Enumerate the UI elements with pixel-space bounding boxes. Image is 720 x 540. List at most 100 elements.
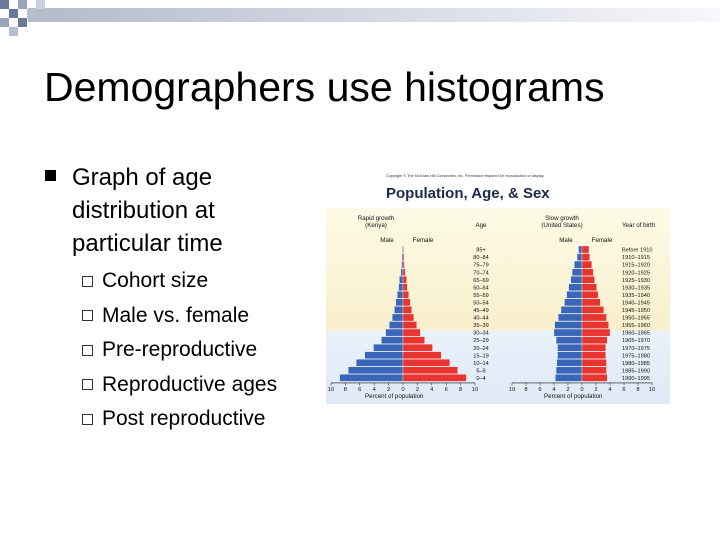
figure-title: Population, Age, & Sex <box>386 185 550 202</box>
population-pyramid-svg: Copyright © The McGraw-Hill Companies, I… <box>326 174 670 404</box>
x-tick-label: 2 <box>416 387 419 393</box>
checkbox-bullet-icon <box>82 379 93 391</box>
male-bar <box>364 351 404 359</box>
sub-bullet-label: Post reproductive <box>102 407 266 431</box>
male-bar <box>394 306 404 314</box>
row-label: 1920–1925 <box>622 270 650 276</box>
bullet-marker-icon <box>45 170 56 181</box>
female-bar <box>402 366 458 375</box>
x-tick-label: 2 <box>594 387 597 393</box>
x-tick-label: 10 <box>328 387 334 393</box>
male-bar <box>564 298 583 307</box>
row-label: 45–49 <box>473 308 489 314</box>
row-label: 20–24 <box>473 346 489 352</box>
male-bar <box>560 306 583 314</box>
row-label: 1935–1940 <box>622 293 650 299</box>
x-tick-label: 6 <box>445 387 448 393</box>
x-tick-label: 4 <box>430 387 434 393</box>
x-tick-label: 4 <box>552 387 556 393</box>
row-label: 10–14 <box>473 361 489 367</box>
x-axis-label: Percent of population <box>365 393 424 400</box>
x-tick-label: 10 <box>509 387 515 393</box>
female-bar <box>402 291 409 299</box>
male-bar <box>392 313 404 322</box>
row-label: 1925–1930 <box>622 278 650 284</box>
x-tick-label: 2 <box>566 387 569 393</box>
row-label: 1955–1960 <box>622 323 650 329</box>
slide-title: Demographers use histograms <box>44 64 605 110</box>
x-tick-label: 8 <box>459 387 462 393</box>
male-bar <box>399 276 404 284</box>
row-label: 60–64 <box>473 285 489 291</box>
male-bar <box>395 298 404 307</box>
pyramid-subtitle: (United States) <box>541 222 582 229</box>
female-bar <box>402 283 408 291</box>
female-bar <box>402 321 417 329</box>
row-label: 1975–1980 <box>622 353 650 359</box>
row-label: 1910–1915 <box>622 255 650 261</box>
sub-bullet-item: Reproductive ages <box>82 368 277 403</box>
row-label: 0–4 <box>476 376 485 382</box>
row-label: 85+ <box>476 248 486 254</box>
x-tick-label: 10 <box>649 387 655 393</box>
main-bullet-text: Graph of age distribution at particular … <box>72 164 223 257</box>
female-bar <box>402 336 425 344</box>
male-bar <box>555 366 583 375</box>
legend-female-label: Female <box>413 237 434 244</box>
sub-bullet-item: Pre-reproductive <box>82 333 277 368</box>
female-bar <box>581 366 607 375</box>
row-label: 40–44 <box>473 316 489 322</box>
sub-bullet-item: Post reproductive <box>82 402 277 437</box>
female-bar <box>581 321 609 329</box>
row-label: 1960–1965 <box>622 331 650 337</box>
row-label: 1965–1970 <box>622 338 650 344</box>
female-bar <box>581 351 606 359</box>
x-tick-label: 10 <box>472 387 478 393</box>
male-bar <box>554 321 583 329</box>
male-bar <box>574 260 583 269</box>
male-bar <box>557 351 583 359</box>
sub-bullet-item: Male vs. female <box>82 299 277 334</box>
female-bar <box>402 328 421 337</box>
female-bar <box>581 306 604 314</box>
row-label: 5–9 <box>476 368 485 374</box>
male-bar <box>555 374 583 382</box>
sub-bullet-label: Male vs. female <box>102 303 250 327</box>
male-bar <box>558 313 583 322</box>
male-bar <box>556 359 583 367</box>
male-bar <box>578 245 583 254</box>
female-bar <box>581 359 607 367</box>
row-label: 70–74 <box>473 270 489 276</box>
female-bar <box>581 276 595 284</box>
row-label: 65–69 <box>473 278 489 284</box>
pyramid-axis-heading: Age <box>475 222 487 229</box>
row-label: 75–79 <box>473 263 489 269</box>
decorative-checker-band <box>0 0 720 48</box>
x-tick-label: 6 <box>538 387 541 393</box>
row-label: 1980–1985 <box>622 361 650 367</box>
female-bar <box>581 328 611 337</box>
female-bar <box>402 343 433 352</box>
x-tick-label: 4 <box>608 387 612 393</box>
pyramid-title: Rapid growth <box>358 215 395 222</box>
female-bar <box>402 374 467 382</box>
row-label: 80–84 <box>473 255 489 261</box>
male-bar <box>398 283 404 291</box>
male-bar <box>566 291 583 299</box>
row-label: 1990–1995 <box>622 376 650 382</box>
female-bar <box>581 343 606 352</box>
female-bar <box>581 268 594 276</box>
female-bar <box>402 313 414 322</box>
row-label: 55–59 <box>473 293 489 299</box>
checkbox-bullet-icon <box>82 310 93 322</box>
x-tick-label: 8 <box>636 387 639 393</box>
female-bar <box>581 313 607 322</box>
female-bar <box>581 336 608 344</box>
female-bar <box>402 245 404 254</box>
row-label: 30–34 <box>473 331 489 337</box>
female-bar <box>581 374 608 382</box>
row-label: 35–39 <box>473 323 489 329</box>
male-bar <box>348 366 404 375</box>
pyramid-subtitle: (Kenya) <box>365 222 387 229</box>
checkbox-bullet-icon <box>82 275 93 287</box>
